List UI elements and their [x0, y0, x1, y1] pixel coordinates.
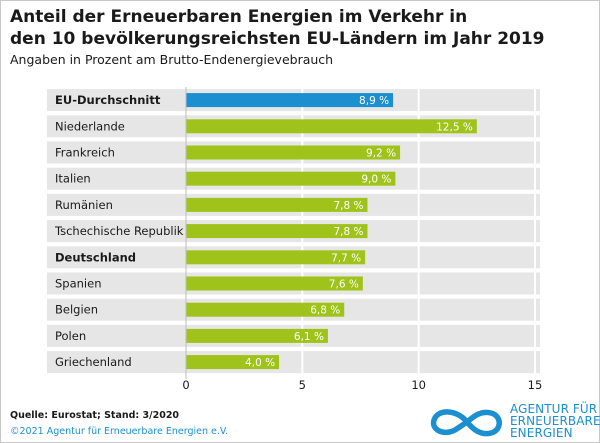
category-label: Italien	[55, 172, 91, 186]
value-label: 12,5 %	[436, 121, 473, 133]
value-label: 7,6 %	[329, 279, 359, 291]
category-label: Spanien	[55, 277, 102, 291]
bar	[186, 302, 345, 317]
category-label: Polen	[55, 329, 86, 343]
category-label: Frankreich	[55, 146, 115, 160]
infinity-logo-icon	[430, 409, 502, 437]
bar	[186, 171, 396, 186]
value-label: 9,2 %	[366, 148, 396, 160]
bar	[186, 355, 280, 370]
logo-text-line-1: AGENTUR FÜR	[510, 402, 598, 416]
value-label: 8,9 %	[359, 95, 389, 107]
chart-subtitle: Angaben in Prozent am Brutto-Endenergiev…	[10, 52, 334, 67]
value-label: 9,0 %	[361, 174, 391, 186]
bar	[186, 197, 368, 212]
bar	[186, 145, 401, 160]
x-tick-label: 0	[182, 378, 189, 392]
bar	[186, 93, 394, 108]
category-label: Belgien	[55, 303, 98, 317]
x-tick-label: 15	[528, 378, 543, 392]
value-label: 6,1 %	[294, 331, 324, 343]
bar	[186, 328, 328, 343]
aee-logo: AGENTUR FÜR ERNEUERBARE ENERGIEN	[428, 402, 600, 440]
row-band	[47, 351, 540, 374]
value-label: 4,0 %	[245, 357, 275, 369]
bar	[186, 276, 363, 291]
logo-text-line-3: ENERGIEN	[510, 426, 573, 440]
category-label: Niederlande	[55, 119, 125, 133]
category-label: Rumänien	[55, 198, 113, 212]
value-label: 7,8 %	[333, 226, 363, 238]
chart-title-line-2: den 10 bevölkerungsreichsten EU-Ländern …	[10, 29, 545, 49]
bar	[186, 224, 368, 239]
value-label: 6,8 %	[310, 305, 340, 317]
x-tick-label: 10	[411, 378, 426, 392]
category-label: Deutschland	[55, 250, 136, 264]
category-label: Griechenland	[55, 355, 132, 369]
bar-chart: EU-Durchschnitt 8,9 % Niederlande 12,5 % Fra…	[47, 87, 543, 392]
value-label: 7,8 %	[333, 200, 363, 212]
logo-text-line-2: ERNEUERBARE	[510, 414, 600, 428]
bar	[186, 250, 366, 265]
category-label: EU-Durchschnitt	[55, 93, 161, 107]
logo-text: AGENTUR FÜR ERNEUERBARE ENERGIEN	[510, 403, 600, 439]
copyright-note: ©2021 Agentur für Erneuerbare Energien e…	[10, 426, 229, 437]
bar	[186, 119, 477, 134]
source-note: Quelle: Eurostat; Stand: 3/2020	[10, 410, 180, 421]
value-label: 7,7 %	[331, 252, 361, 264]
chart-title: Anteil der Erneuerbaren Energien im Verk…	[10, 6, 590, 50]
category-label: Tschechische Republik	[54, 224, 184, 238]
x-tick-label: 5	[299, 378, 306, 392]
chart-title-line-1: Anteil der Erneuerbaren Energien im Verk…	[10, 7, 468, 27]
